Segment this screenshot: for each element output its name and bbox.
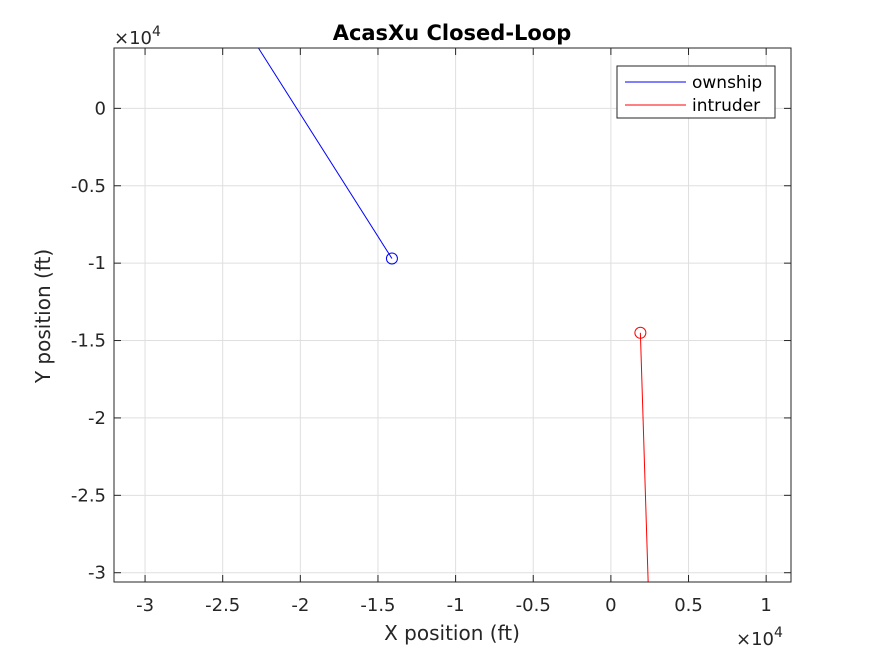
series-marker-intruder xyxy=(634,326,647,339)
chart-title: AcasXu Closed-Loop xyxy=(333,21,572,45)
series-line-intruder xyxy=(639,332,649,583)
series-marker-ownship xyxy=(385,252,398,265)
axes-box xyxy=(113,47,792,583)
x-tick-label: -1.5 xyxy=(360,595,395,616)
y-tick-label: 0 xyxy=(95,98,106,119)
legend-label-ownship: ownship xyxy=(692,73,762,93)
x-multiplier: ×104 xyxy=(736,625,783,650)
y-tick-label: -2.5 xyxy=(71,485,106,506)
x-tick-label: -3 xyxy=(136,595,154,616)
x-tick-label: -2 xyxy=(291,595,309,616)
y-multiplier: ×104 xyxy=(114,24,161,49)
grid xyxy=(114,48,791,582)
y-tick-label: -2 xyxy=(88,408,106,429)
x-tick-label: -2.5 xyxy=(205,595,240,616)
y-tick-label: -3 xyxy=(88,563,106,584)
series-line-ownship xyxy=(257,47,393,259)
x-tick-label: -0.5 xyxy=(516,595,551,616)
y-axis-label: Y position (ft) xyxy=(31,249,55,384)
legend-label-intruder: intruder xyxy=(692,96,760,116)
y-tick-label: -1 xyxy=(88,253,106,274)
y-tick-label: -1.5 xyxy=(71,331,106,352)
x-tick-label: -1 xyxy=(447,595,465,616)
x-tick-label: 0.5 xyxy=(674,595,703,616)
series-layer xyxy=(257,47,649,583)
x-tick-label: 1 xyxy=(760,595,771,616)
x-tick-label: 0 xyxy=(605,595,616,616)
y-tick-label: -0.5 xyxy=(71,176,106,197)
x-axis-label: X position (ft) xyxy=(384,621,520,645)
legend-box xyxy=(616,65,776,119)
legend: ownship intruder xyxy=(616,65,776,119)
ticks: -3 -2.5 -2 -1.5 -1 -0.5 0 0.5 1 0 -0.5 -1 -1.5 -2 -2.5… xyxy=(71,48,791,616)
